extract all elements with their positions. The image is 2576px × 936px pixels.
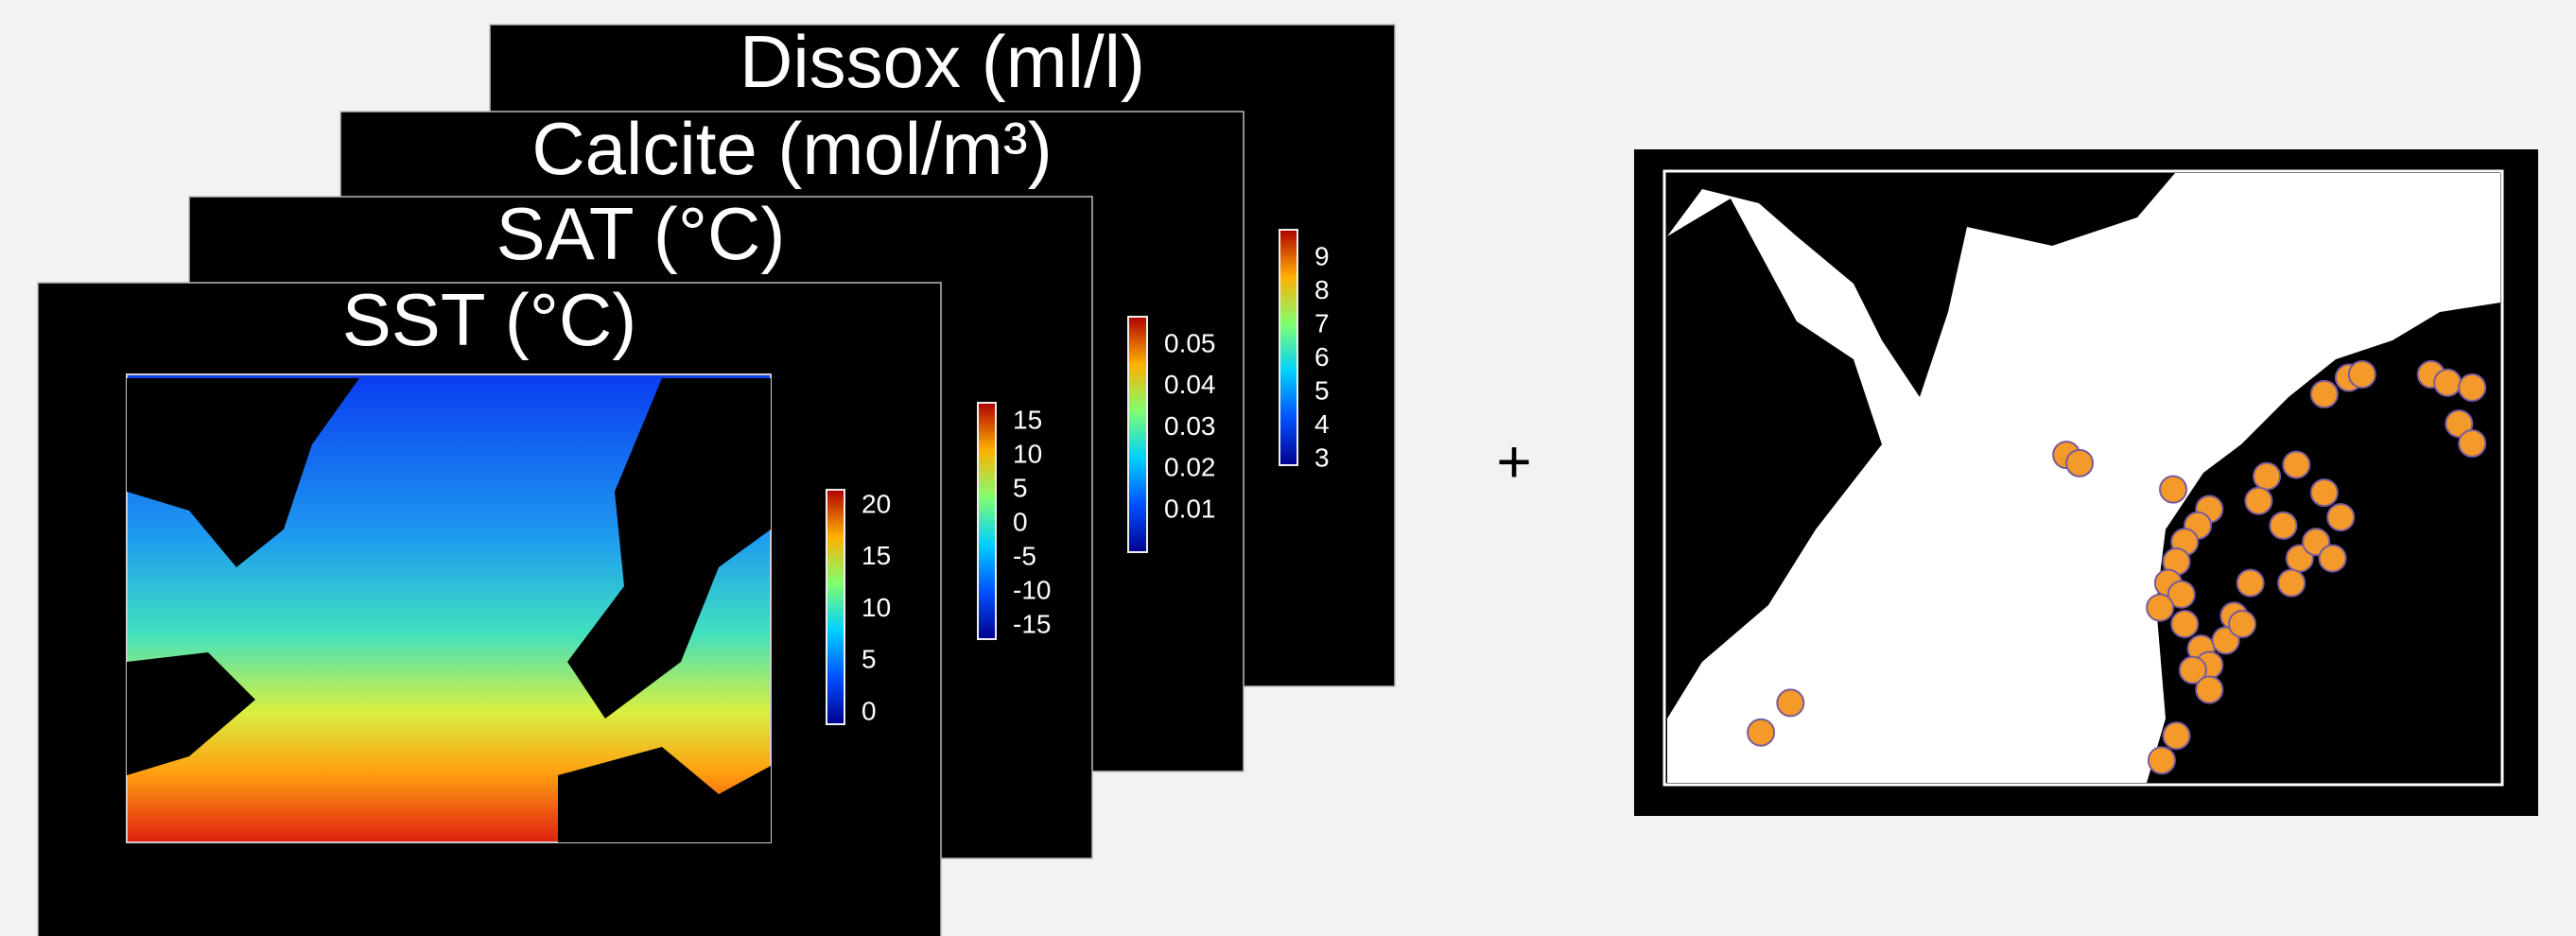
colorbar [1127, 316, 1148, 553]
colorbar-tick-label: 20 [862, 489, 891, 518]
layer-panel: SST (°C) 20 15 10 5 0 [37, 278, 942, 936]
colorbar-tick-label: 5 [1314, 375, 1330, 405]
occurrence-point [2244, 486, 2273, 515]
occurrence-point [2326, 503, 2356, 532]
land [2203, 652, 2336, 756]
occurrence-point [2277, 568, 2306, 598]
occurrence-point [2309, 379, 2339, 408]
panel-title: SAT (°C) [496, 192, 786, 275]
colorbar [1279, 229, 1298, 466]
colorbar-tick-label: 5 [1013, 473, 1028, 502]
colorbar-tick-label: 0.04 [1164, 370, 1216, 399]
occurrence-point [2167, 580, 2196, 609]
plus-sign: + [1496, 427, 1531, 495]
occurrence-point [2253, 461, 2282, 491]
panel-title: SST (°C) [342, 278, 636, 361]
occurrence-point [2347, 360, 2376, 390]
land [127, 652, 255, 775]
occurrence-point [1747, 718, 1776, 747]
colorbar-tick-label: 0.03 [1164, 411, 1216, 441]
occurrence-point [2170, 610, 2200, 639]
occurrence-point [2065, 448, 2095, 477]
colorbar-tick-label: 10 [862, 593, 891, 622]
occurrence-point [2458, 373, 2487, 402]
occurrence-point [2178, 655, 2207, 685]
occurrence-point [2159, 475, 2188, 504]
colorbar-tick-label: 5 [862, 645, 877, 674]
occurrence-point [2228, 610, 2257, 639]
colorbar-tick-label: 9 [1314, 241, 1330, 270]
occurrence-point [2282, 450, 2311, 479]
land [558, 747, 771, 842]
colorbar-tick-label: 8 [1314, 275, 1330, 304]
colorbar-tick-label: -10 [1013, 575, 1051, 604]
colorbar-tick-label: 7 [1314, 308, 1330, 338]
occurrence-point [2433, 368, 2463, 397]
occurrence-map [1634, 149, 2538, 816]
occurrence-point [2458, 428, 2487, 458]
occurrence-point [2309, 478, 2339, 508]
colorbar-tick-label: 0.05 [1164, 328, 1216, 357]
colorbar-tick-label: 15 [1013, 405, 1042, 434]
occurrence-point [2318, 544, 2347, 573]
occurrence-point [2146, 593, 2175, 622]
occurrence-point [2147, 746, 2176, 775]
colorbar-tick-label: 0 [862, 696, 877, 725]
ocean [1667, 173, 2500, 783]
colorbar [977, 402, 997, 640]
panel-title: Calcite (mol/m³) [531, 107, 1052, 190]
land [127, 378, 359, 567]
occurrence-point [2162, 721, 2191, 751]
colorbar-tick-label: 3 [1314, 442, 1330, 472]
land [567, 378, 771, 719]
colorbar-tick-label: 15 [862, 541, 891, 570]
occurrence-point [2445, 409, 2474, 439]
colorbar-tick-label: 6 [1314, 342, 1330, 372]
colorbar-tick-label: 10 [1013, 439, 1042, 468]
colorbar-tick-label: 0 [1013, 507, 1028, 536]
colorbar [826, 489, 845, 725]
occurrence-point [1776, 688, 1805, 718]
colorbar-tick-label: -5 [1013, 541, 1036, 570]
colorbar-tick-label: -15 [1013, 609, 1051, 638]
occurrence-point [2236, 568, 2265, 598]
occurrence-point [2195, 675, 2224, 704]
panel-title: Dissox (ml/l) [740, 20, 1145, 103]
colorbar-tick-label: 0.01 [1164, 494, 1216, 523]
occurrence-point [2269, 511, 2298, 540]
colorbar-tick-label: 4 [1314, 409, 1330, 439]
colorbar-tick-label: 0.02 [1164, 453, 1216, 482]
